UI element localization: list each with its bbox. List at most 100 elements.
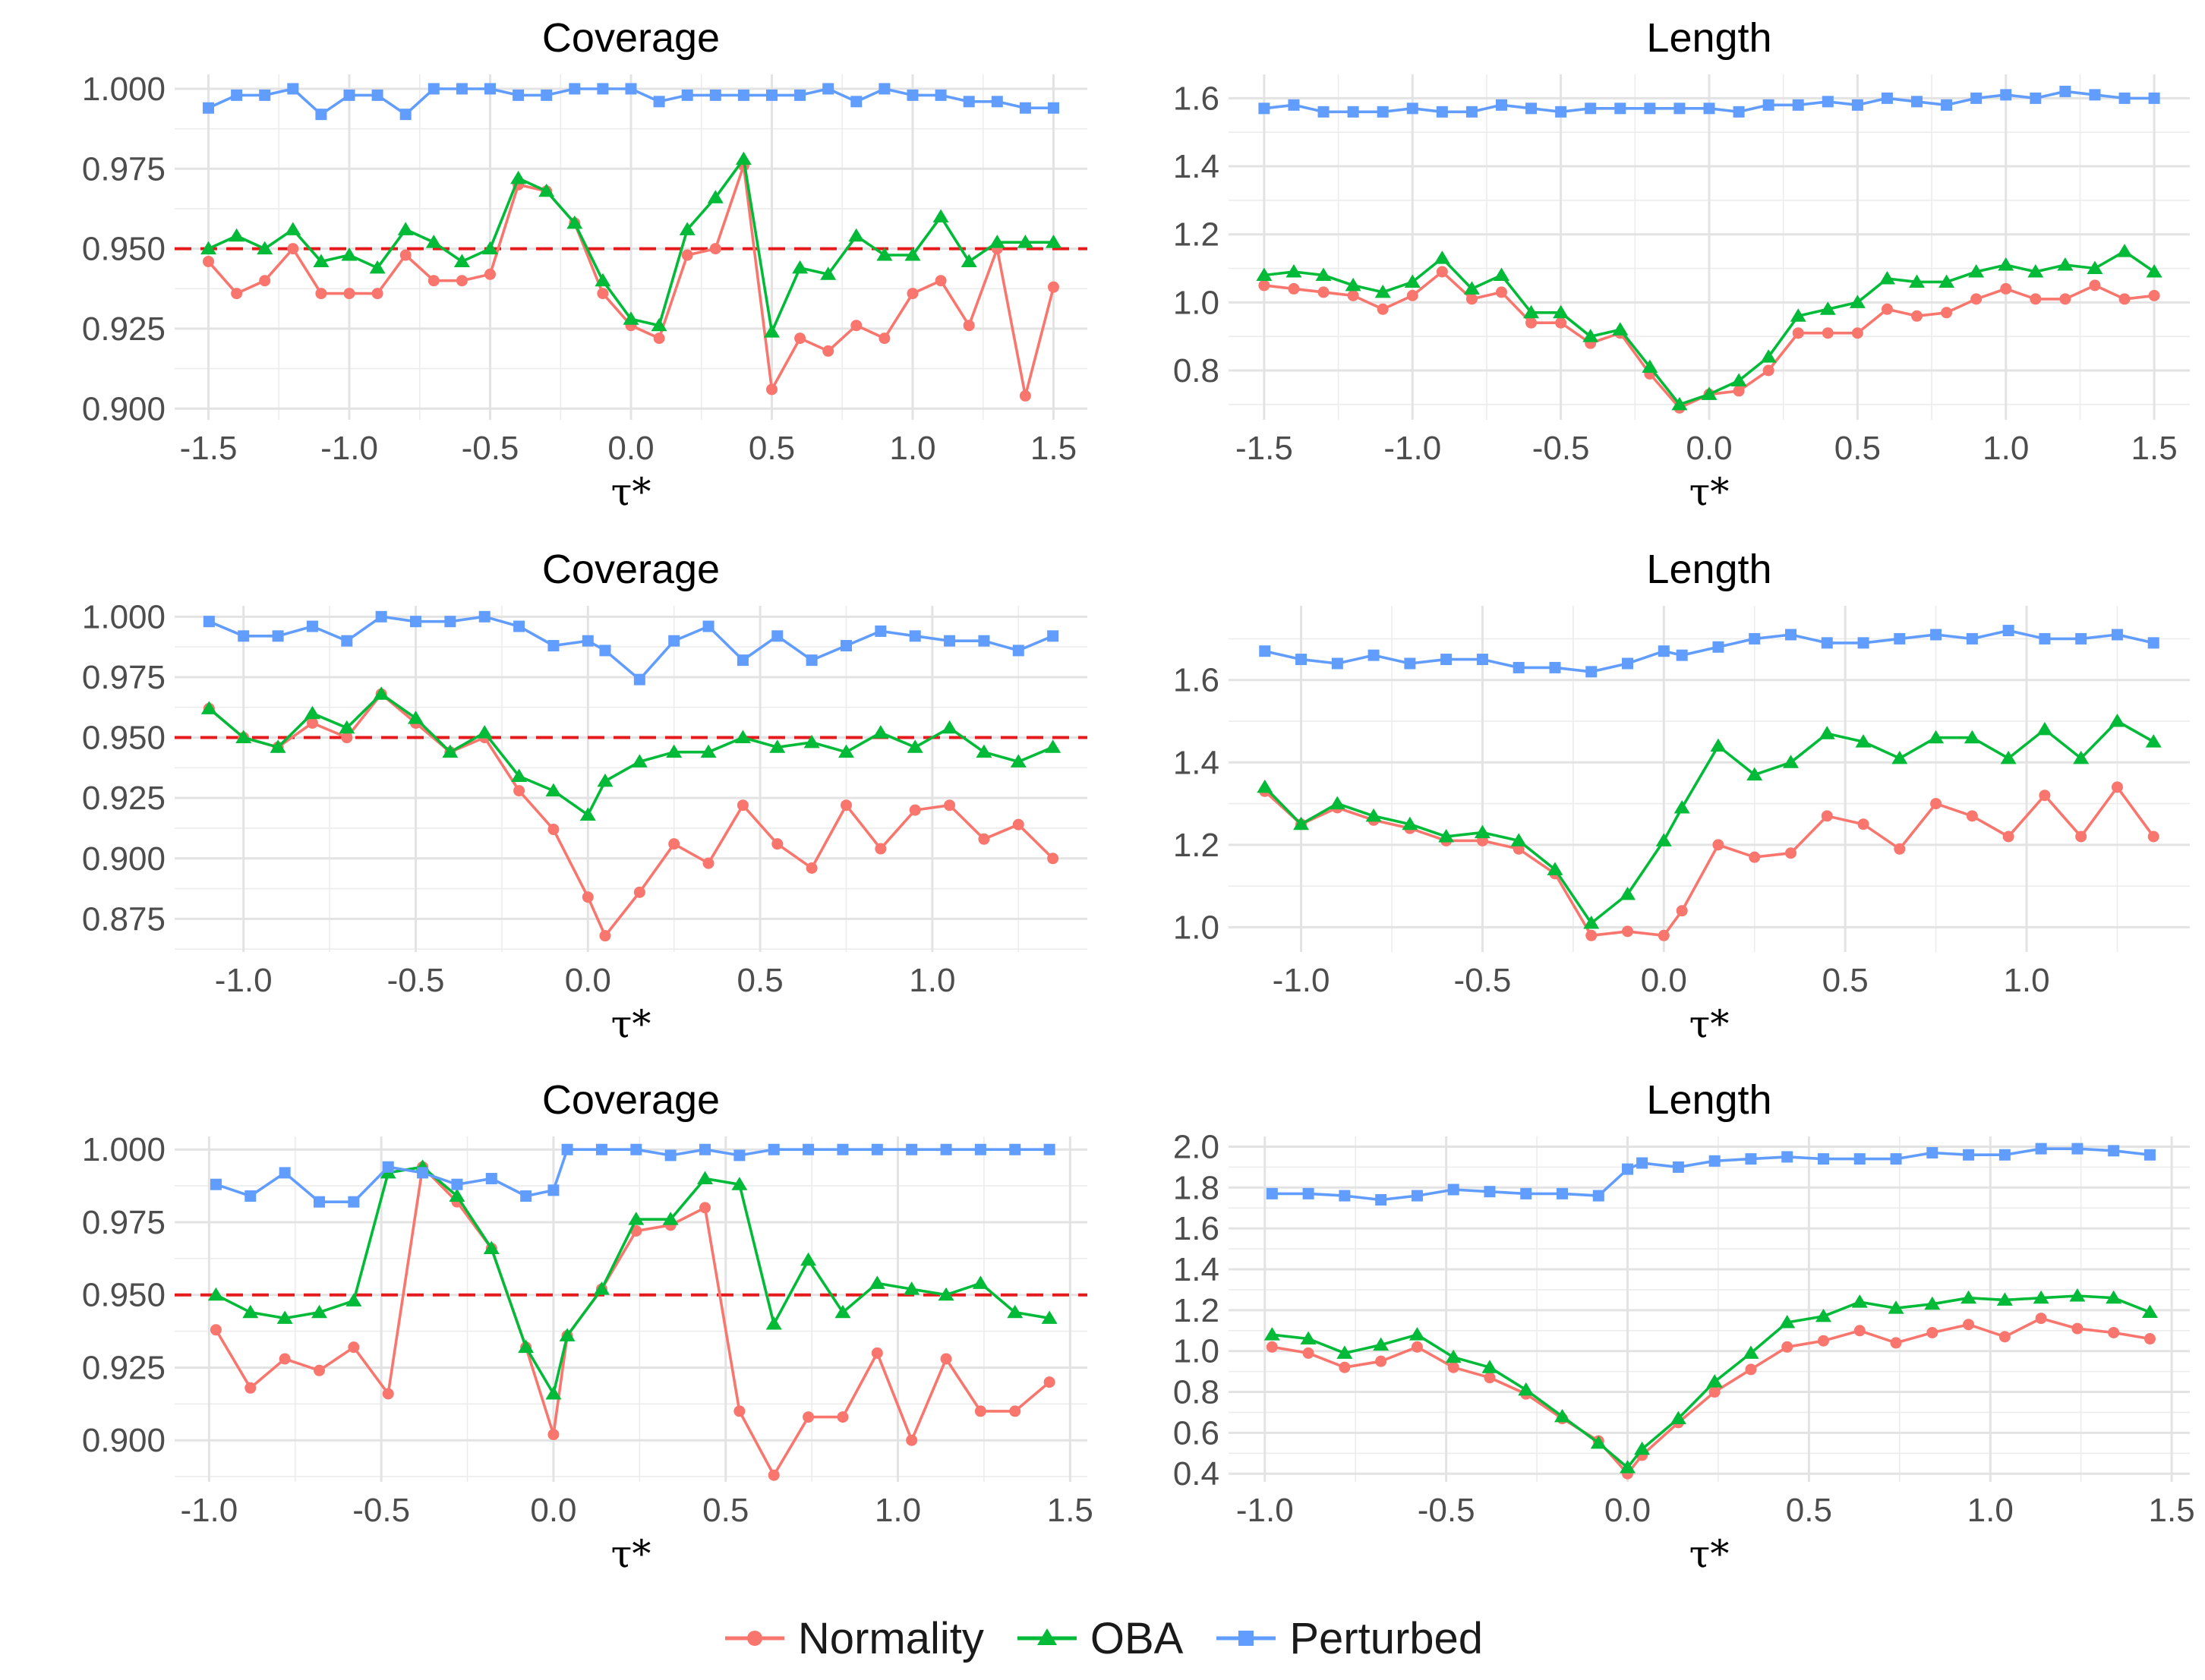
y-tick-label-2: 0.950 <box>82 231 166 268</box>
point-normality-23 <box>850 320 863 332</box>
point-perturbed-23 <box>974 1143 986 1155</box>
point-perturbed-10 <box>1622 657 1634 670</box>
point-normality-8 <box>1495 286 1507 298</box>
point-perturbed-11 <box>1636 1157 1648 1169</box>
point-perturbed-10 <box>484 83 497 95</box>
point-perturbed-7 <box>1465 106 1478 118</box>
point-oba-17 <box>769 739 786 753</box>
point-perturbed-9 <box>456 83 468 95</box>
x-tick-label-2: 0.0 <box>1641 962 1687 999</box>
point-oba-8 <box>1493 267 1509 281</box>
point-normality-24 <box>2111 781 2123 793</box>
point-normality-9 <box>513 785 525 797</box>
point-perturbed-26 <box>2030 92 2042 104</box>
point-normality-21 <box>1998 1331 2011 1343</box>
point-oba-10 <box>1620 887 1636 900</box>
point-oba-27 <box>2057 257 2074 271</box>
point-perturbed-3 <box>1367 649 1380 661</box>
point-perturbed-21 <box>1881 92 1893 104</box>
point-normality-6 <box>1484 1372 1496 1384</box>
x-axis-label: τ* <box>1689 1002 1730 1046</box>
y-tick-label-0: 0.875 <box>82 900 166 938</box>
point-normality-16 <box>733 1405 746 1417</box>
point-normality-10 <box>547 824 560 836</box>
point-normality-24 <box>1009 1405 1021 1417</box>
point-oba-19 <box>838 744 854 758</box>
point-perturbed-16 <box>1733 106 1745 118</box>
point-normality-29 <box>1019 389 1031 402</box>
x-tick-label-5: 1.0 <box>1983 430 2029 467</box>
point-perturbed-23 <box>1941 99 1953 111</box>
point-oba-26 <box>932 209 949 222</box>
point-oba-6 <box>1474 824 1491 839</box>
point-oba-2 <box>270 739 286 753</box>
series-line-oba <box>1263 720 2155 925</box>
point-oba-1 <box>1285 264 1302 278</box>
point-perturbed-16 <box>653 96 665 108</box>
series-line-normality <box>208 692 1054 938</box>
point-perturbed-11 <box>561 1143 573 1155</box>
point-oba-9 <box>1583 916 1600 929</box>
point-oba-23 <box>2073 750 2090 764</box>
point-perturbed-17 <box>1762 99 1774 111</box>
x-tick-label-5: 1.5 <box>1047 1492 1093 1529</box>
point-normality-4 <box>1377 303 1389 315</box>
point-oba-15 <box>1779 1315 1796 1329</box>
point-perturbed-0 <box>1259 645 1271 657</box>
point-normality-2 <box>1317 286 1330 298</box>
point-perturbed-18 <box>803 1143 815 1155</box>
series-line-normality <box>1271 1316 2150 1475</box>
point-perturbed-18 <box>709 89 721 101</box>
y-tick-label-1: 0.6 <box>1173 1414 1219 1451</box>
point-oba-8 <box>483 1240 500 1254</box>
point-oba-6 <box>408 711 424 724</box>
point-normality-24 <box>1012 818 1024 831</box>
point-oba-4 <box>1402 816 1418 831</box>
point-oba-26 <box>2027 264 2044 278</box>
point-normality-10 <box>1555 317 1567 329</box>
point-perturbed-20 <box>1963 1149 1975 1161</box>
point-oba-13 <box>1642 359 1658 374</box>
point-normality-17 <box>771 838 784 850</box>
point-normality-21 <box>1881 303 1893 315</box>
point-oba-28 <box>2087 260 2103 275</box>
point-perturbed-8 <box>1557 1187 1569 1199</box>
point-oba-21 <box>1996 1292 2013 1306</box>
point-oba-9 <box>1523 304 1540 319</box>
point-oba-20 <box>1849 295 1866 308</box>
legend-marker-perturbed <box>1238 1631 1254 1646</box>
point-oba-3 <box>304 705 320 720</box>
point-normality-1 <box>1302 1347 1314 1359</box>
point-oba-5 <box>341 247 358 261</box>
point-perturbed-24 <box>879 83 891 95</box>
panel-title: Coverage <box>542 547 720 592</box>
point-oba-22 <box>2036 721 2053 736</box>
y-tick-label-3: 1.0 <box>1173 1333 1219 1370</box>
point-normality-15 <box>1784 847 1796 859</box>
point-perturbed-12 <box>595 1143 607 1155</box>
point-perturbed-15 <box>699 1143 711 1155</box>
y-tick-label-1: 0.925 <box>82 1349 166 1386</box>
x-tick-label-1: -0.5 <box>1454 962 1512 999</box>
y-tick-label-0: 0.8 <box>1173 352 1219 389</box>
point-oba-6 <box>369 260 386 274</box>
y-tick-label-4: 1.2 <box>1173 1292 1219 1329</box>
point-perturbed-25 <box>1043 1143 1055 1155</box>
panel-title: Coverage <box>542 1077 720 1123</box>
series-line-oba <box>208 692 1054 817</box>
panel-title: Coverage <box>542 15 720 61</box>
point-perturbed-20 <box>1966 632 1978 645</box>
point-perturbed-2 <box>1339 1190 1351 1202</box>
point-oba-0 <box>207 1287 224 1301</box>
point-normality-16 <box>1821 810 1833 822</box>
point-normality-6 <box>1436 266 1448 278</box>
point-perturbed-1 <box>1302 1187 1314 1199</box>
panel-4: -1.0 -0.5 0.0 0.5 1.0 1.0 1.2 1.4 1.6 Length τ* <box>1173 547 2190 1046</box>
point-perturbed-23 <box>2071 1143 2084 1155</box>
point-perturbed-19 <box>840 640 852 652</box>
point-oba-12 <box>1670 1411 1686 1425</box>
point-normality-10 <box>1622 925 1634 938</box>
point-perturbed-10 <box>547 1184 560 1196</box>
point-perturbed-10 <box>1622 1163 1634 1175</box>
y-tick-label-5: 1.000 <box>82 598 166 635</box>
